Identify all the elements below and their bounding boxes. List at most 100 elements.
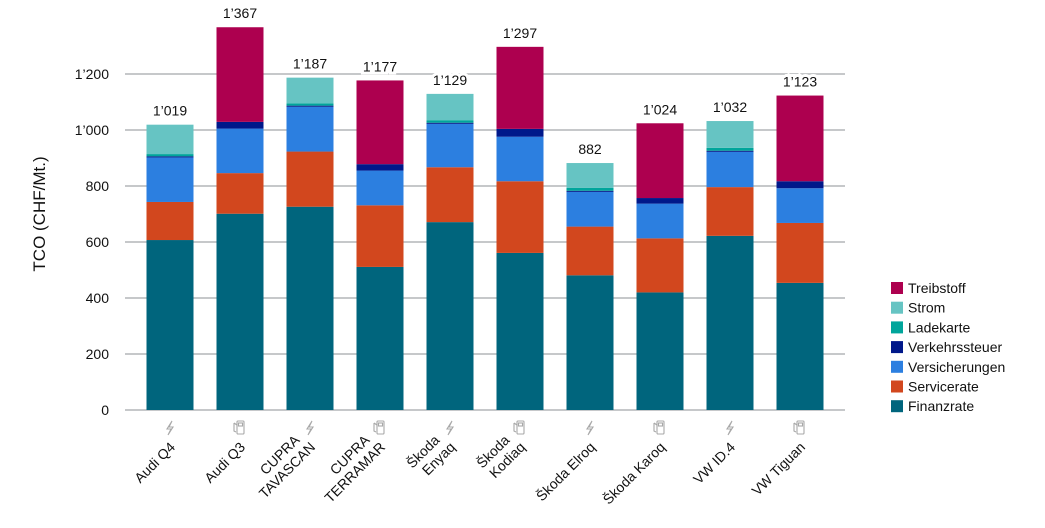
total-label: 1’177 xyxy=(363,58,397,74)
fuel-pump-body xyxy=(376,420,385,435)
legend-swatch xyxy=(891,321,903,334)
bar-stack xyxy=(286,77,334,410)
fuel-pump-window xyxy=(657,422,664,427)
lightning-icon-shape xyxy=(166,420,174,436)
total-label: 1’129 xyxy=(433,72,467,88)
fuel-pump-window xyxy=(377,422,384,427)
bar-segment-versicherungen xyxy=(566,191,614,227)
bar-segment-servicerate xyxy=(286,151,334,207)
legend-swatch xyxy=(891,282,903,294)
total-label: 1’019 xyxy=(153,103,187,119)
fuel-pump-window xyxy=(797,422,804,427)
bar-stack xyxy=(776,95,824,410)
x-tick-label-line: Škoda Elroq xyxy=(533,439,598,504)
legend-item: Finanzrate xyxy=(891,398,974,414)
y-tick-label: 200 xyxy=(86,346,110,362)
legend-label: Strom xyxy=(908,300,945,316)
bar-stack xyxy=(426,93,474,410)
legend-label: Verkehrssteuer xyxy=(908,339,1002,355)
bar-stack xyxy=(706,121,754,410)
legend-item: Versicherungen xyxy=(891,359,1005,375)
total-label: 1’123 xyxy=(783,74,817,90)
bar-segment-servicerate xyxy=(426,167,474,223)
x-tick-label: Škoda Karoq xyxy=(600,439,669,508)
legend-item: Servicerate xyxy=(891,379,979,395)
lightning-icon-shape xyxy=(726,420,734,436)
fuel-pump-window xyxy=(237,422,244,427)
bar-stack xyxy=(146,124,194,410)
bar-segment-versicherungen xyxy=(776,188,824,223)
fuel-pump-body xyxy=(236,420,245,435)
bar-segment-verkehrssteuer xyxy=(356,164,404,171)
bar-segment-finanzrate xyxy=(776,282,824,410)
legend-label: Servicerate xyxy=(908,379,979,395)
bar-segment-finanzrate xyxy=(496,252,544,410)
bars xyxy=(146,27,824,410)
fuel-pump-hose xyxy=(653,422,658,433)
x-tick-label: Audi Q3 xyxy=(201,439,248,486)
lightning-icon-shape xyxy=(306,420,314,436)
bar-segment-versicherungen xyxy=(216,128,264,174)
fuel-pump-hose xyxy=(793,422,798,433)
fuel-pump-body xyxy=(656,420,665,435)
fuel-pump-icon xyxy=(373,420,385,435)
bar-segment-treibstoff xyxy=(216,27,264,122)
fuel-pump-icon xyxy=(233,420,245,435)
bar-segment-versicherungen xyxy=(496,136,544,182)
legend-swatch xyxy=(891,301,903,314)
total-label: 1’024 xyxy=(643,101,677,117)
total-label: 882 xyxy=(578,141,602,157)
bar-segment-servicerate xyxy=(776,222,824,283)
x-tick-label: ŠkodaEnyaq xyxy=(403,427,458,482)
legend-label: Versicherungen xyxy=(908,359,1005,375)
bar-segment-verkehrssteuer xyxy=(496,128,544,137)
x-tick-label-line: Škoda Karoq xyxy=(600,439,669,508)
bar-segment-ladekarte xyxy=(146,154,194,157)
legend: Treibstoff Strom Ladekarte Verkehrssteuer Ve… xyxy=(891,280,1005,414)
fuel-pump-icon xyxy=(513,420,525,435)
bar-segment-strom xyxy=(426,93,474,121)
bar-segment-verkehrssteuer xyxy=(426,122,474,124)
legend-swatch xyxy=(891,400,903,413)
x-tick-label-line: VW Tiguan xyxy=(748,439,808,499)
bar-segment-treibstoff xyxy=(636,123,684,199)
fuel-pump-body xyxy=(796,420,805,435)
total-label: 1’032 xyxy=(713,99,747,115)
lightning-icon xyxy=(306,420,314,436)
legend-label: Finanzrate xyxy=(908,398,974,414)
bar-segment-finanzrate xyxy=(566,275,614,410)
bar-segment-verkehrssteuer xyxy=(216,121,264,129)
y-tick-label: 1’200 xyxy=(75,66,109,82)
bar-segment-servicerate xyxy=(706,187,754,236)
bar-segment-verkehrssteuer xyxy=(566,190,614,192)
x-tick-label: VW Tiguan xyxy=(748,439,808,499)
bar-segment-verkehrssteuer xyxy=(286,105,334,107)
x-tick-label: CUPRATAVASCAN xyxy=(244,427,318,501)
lightning-icon xyxy=(446,420,454,436)
bar-segment-verkehrssteuer xyxy=(146,156,194,158)
y-axis-title: TCO (CHF/Mt.) xyxy=(30,156,49,271)
y-tick-label: 800 xyxy=(86,178,110,194)
legend-label: Treibstoff xyxy=(908,280,966,296)
bar-segment-versicherungen xyxy=(426,123,474,168)
x-axis-labels: Audi Q4 Audi Q3 CUPRATAVASCAN CUPRATERRAMAR… xyxy=(131,427,808,508)
bar-segment-finanzrate xyxy=(146,240,194,410)
lightning-icon-shape xyxy=(446,420,454,436)
bar-segment-ladekarte xyxy=(286,103,334,106)
lightning-icon xyxy=(726,420,734,436)
bar-stack xyxy=(356,80,404,410)
bar-stack xyxy=(496,46,544,410)
bar-stack xyxy=(216,27,264,410)
legend-item: Ladekarte xyxy=(891,319,970,335)
total-label: 1’367 xyxy=(223,5,257,21)
legend-item: Treibstoff xyxy=(891,280,966,296)
bar-segment-servicerate xyxy=(146,201,194,241)
legend-item: Verkehrssteuer xyxy=(891,339,1002,355)
legend-label: Ladekarte xyxy=(908,319,970,335)
bar-segment-servicerate xyxy=(216,173,264,214)
y-tick-label: 1’000 xyxy=(75,122,109,138)
bar-segment-versicherungen xyxy=(706,151,754,188)
bar-stack xyxy=(636,123,684,410)
x-tick-label: CUPRATERRAMAR xyxy=(310,427,388,505)
